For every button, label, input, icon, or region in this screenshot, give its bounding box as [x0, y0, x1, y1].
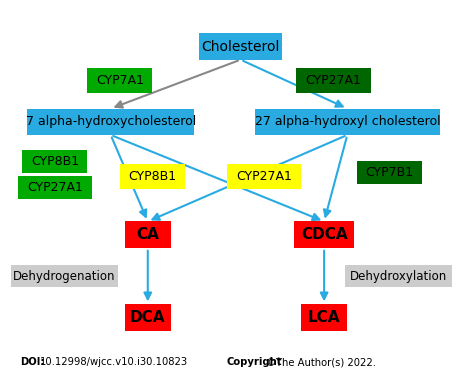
FancyBboxPatch shape: [27, 109, 194, 135]
Text: LCA: LCA: [308, 310, 340, 325]
FancyBboxPatch shape: [125, 221, 171, 248]
Text: 27 alpha-hydroxyl cholesterol: 27 alpha-hydroxyl cholesterol: [255, 115, 440, 128]
FancyBboxPatch shape: [11, 265, 118, 287]
Text: DOI:: DOI:: [20, 357, 45, 367]
Text: CYP27A1: CYP27A1: [27, 181, 83, 194]
Text: Dehydrogenation: Dehydrogenation: [13, 269, 116, 282]
Text: Copyright: Copyright: [227, 357, 282, 367]
Text: CYP27A1: CYP27A1: [305, 74, 361, 87]
FancyBboxPatch shape: [296, 68, 371, 92]
Text: Dehydroxylation: Dehydroxylation: [350, 269, 447, 282]
FancyBboxPatch shape: [345, 265, 452, 287]
FancyBboxPatch shape: [356, 161, 421, 184]
FancyBboxPatch shape: [199, 33, 283, 60]
FancyBboxPatch shape: [22, 150, 87, 172]
Text: DCA: DCA: [130, 310, 165, 325]
Text: CDCA: CDCA: [301, 227, 347, 242]
Text: Cholesterol: Cholesterol: [201, 39, 280, 53]
Text: CYP27A1: CYP27A1: [236, 170, 292, 183]
Text: CYP8B1: CYP8B1: [31, 155, 79, 168]
FancyBboxPatch shape: [87, 68, 153, 92]
Text: 10.12998/wjcc.v10.i30.10823: 10.12998/wjcc.v10.i30.10823: [40, 357, 188, 367]
FancyBboxPatch shape: [120, 164, 185, 189]
Text: ©The Author(s) 2022.: ©The Author(s) 2022.: [266, 357, 376, 367]
Text: CYP8B1: CYP8B1: [128, 170, 176, 183]
FancyBboxPatch shape: [125, 304, 171, 330]
FancyBboxPatch shape: [255, 109, 440, 135]
Text: 7 alpha-hydroxycholesterol: 7 alpha-hydroxycholesterol: [26, 115, 196, 128]
FancyBboxPatch shape: [18, 176, 92, 199]
FancyBboxPatch shape: [301, 304, 347, 330]
Text: CYP7A1: CYP7A1: [96, 74, 144, 87]
FancyBboxPatch shape: [227, 164, 301, 189]
FancyBboxPatch shape: [294, 221, 354, 248]
Text: CYP7B1: CYP7B1: [365, 166, 413, 179]
Text: CA: CA: [137, 227, 159, 242]
